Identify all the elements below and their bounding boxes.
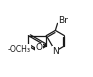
Text: -OCH₃: -OCH₃ (8, 45, 31, 54)
Text: N: N (52, 47, 59, 56)
Text: O: O (35, 43, 42, 52)
Text: Br: Br (58, 16, 68, 25)
